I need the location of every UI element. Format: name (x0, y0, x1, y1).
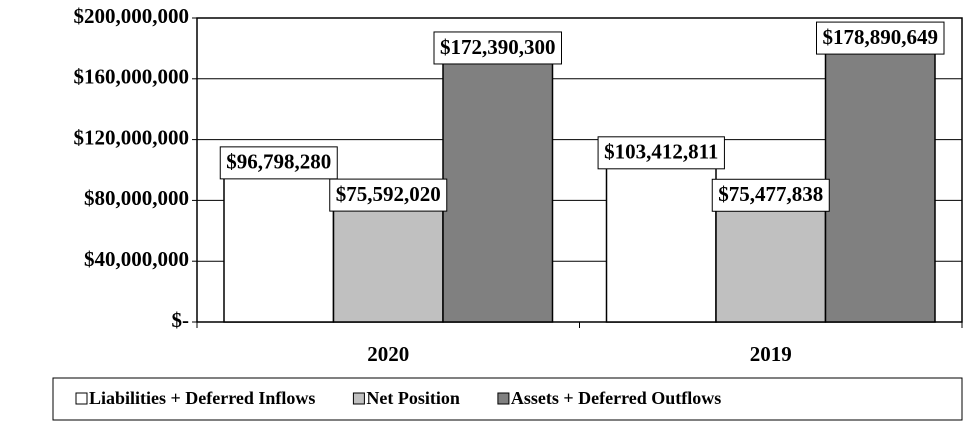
data-label-box (816, 21, 945, 55)
data-label-box (329, 178, 448, 212)
x-tick-label: 2020 (367, 342, 409, 366)
y-tick-label: $160,000,000 (74, 65, 190, 89)
data-label-box (219, 146, 338, 180)
data-label: $103,412,811 (604, 140, 718, 164)
data-label-box (597, 136, 725, 170)
bar (223, 174, 335, 323)
bar (442, 59, 554, 323)
bar (605, 164, 717, 323)
y-tick-label: $40,000,000 (84, 247, 189, 271)
x-tick-label: 2019 (750, 342, 792, 366)
bar (332, 206, 444, 323)
y-tick-label: $- (172, 308, 190, 332)
data-label: $172,390,300 (440, 35, 556, 59)
data-label-box (711, 178, 830, 212)
data-label: $75,477,838 (718, 182, 823, 206)
legend-label: Net Position (366, 388, 460, 408)
legend-swatch (75, 392, 88, 405)
legend-swatch (497, 392, 510, 405)
data-label: $178,890,649 (823, 25, 939, 49)
bar (715, 206, 827, 323)
legend-label: Liabilities + Deferred Inflows (89, 388, 315, 408)
y-tick-label: $80,000,000 (84, 186, 189, 210)
data-label: $96,798,280 (226, 150, 331, 174)
legend-swatch (352, 392, 365, 405)
y-tick-label: $200,000,000 (74, 4, 190, 28)
data-label-box (433, 31, 562, 65)
y-tick-label: $120,000,000 (74, 125, 190, 149)
bar (824, 49, 936, 323)
legend-label: Assets + Deferred Outflows (511, 388, 721, 408)
data-label: $75,592,020 (336, 182, 441, 206)
